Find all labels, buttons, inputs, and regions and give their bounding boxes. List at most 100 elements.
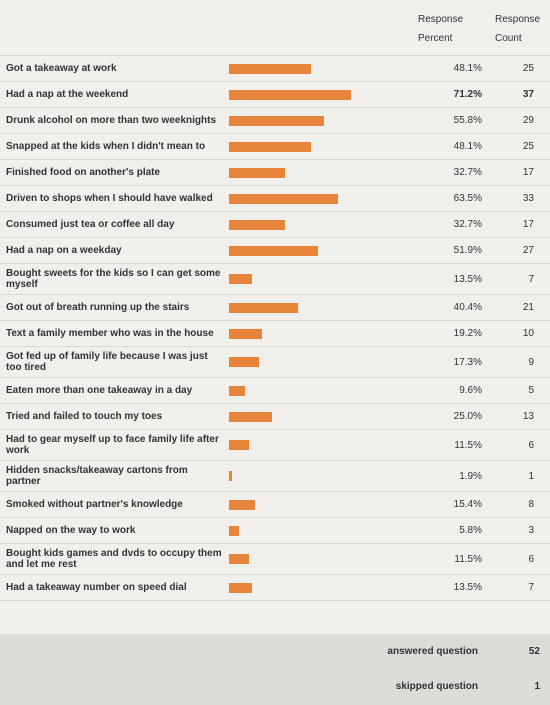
count-text: 33 <box>522 193 534 204</box>
answered-value: 52 <box>528 646 540 657</box>
count-text: 1 <box>528 470 534 482</box>
row-label: Hidden snacks/takeaway cartons from part… <box>6 465 188 487</box>
bar-cell <box>222 219 404 230</box>
table-row: Smoked without partner's knowledge 15.4% 8 <box>0 492 550 518</box>
bar-cell <box>222 525 404 536</box>
count-text: 7 <box>528 582 534 593</box>
bar-cell <box>222 328 404 339</box>
row-label: Got fed up of family life because I was … <box>6 351 208 373</box>
bar-cell <box>222 411 404 422</box>
count-text: 37 <box>522 89 534 100</box>
bar-cell <box>222 274 404 284</box>
percent-text: 51.9% <box>453 245 482 256</box>
count-text: 13 <box>522 411 534 422</box>
table-row: Bought kids games and dvds to occupy the… <box>0 544 550 575</box>
table-row: Bought sweets for the kids so I can get … <box>0 264 550 295</box>
percent-bar <box>229 274 253 284</box>
percent-text: 40.4% <box>453 302 482 313</box>
row-label: Bought kids games and dvds to occupy the… <box>6 548 222 570</box>
percent-bar <box>229 385 246 396</box>
percent-bar <box>229 141 312 152</box>
count-text: 6 <box>528 553 534 565</box>
table-row: Text a family member who was in the hous… <box>0 321 550 347</box>
row-label: Had a takeaway number on speed dial <box>6 582 187 593</box>
table-row: Tried and failed to touch my toes 25.0% 13 <box>0 404 550 430</box>
table-row: Snapped at the kids when I didn't mean t… <box>0 134 550 160</box>
count-text: 7 <box>528 273 534 285</box>
percent-bar <box>229 411 272 422</box>
row-label: Drunk alcohol on more than two weeknight… <box>6 115 217 126</box>
row-label: Eaten more than one takeaway in a day <box>6 385 193 396</box>
percent-text: 1.9% <box>459 470 482 482</box>
bar-cell <box>222 582 404 593</box>
table-row: Consumed just tea or coffee all day 32.7%… <box>0 212 550 238</box>
count-text: 10 <box>522 328 534 339</box>
row-label: Driven to shops when I should have walke… <box>6 193 213 204</box>
percent-text: 55.8% <box>453 115 482 126</box>
percent-heading: Response Percent <box>418 14 464 44</box>
table-row: Got fed up of family life because I was … <box>0 347 550 378</box>
bar-cell <box>222 167 404 178</box>
percent-text: 48.1% <box>453 141 482 152</box>
percent-text: 63.5% <box>453 193 482 204</box>
table-row: Eaten more than one takeaway in a day 9.6… <box>0 378 550 404</box>
percent-text: 48.1% <box>453 63 482 74</box>
bar-cell <box>222 554 404 564</box>
table-row: Got a takeaway at work 48.1% 25 <box>0 56 550 82</box>
bar-cell <box>222 385 404 396</box>
row-label: Got a takeaway at work <box>6 63 117 74</box>
row-label: Text a family member who was in the hous… <box>6 328 214 339</box>
bar-cell <box>222 193 404 204</box>
bar-cell <box>222 471 404 481</box>
percent-bar <box>229 357 259 367</box>
table-row: Had a nap at the weekend 71.2% 37 <box>0 82 550 108</box>
percent-text: 13.5% <box>453 273 482 285</box>
table-body: Got a takeaway at work 48.1% 25 Had a nap a… <box>0 56 550 601</box>
percent-text: 11.5% <box>454 553 482 565</box>
bar-cell <box>222 357 404 367</box>
bar-cell <box>222 115 404 126</box>
percent-text: 11.5% <box>454 439 482 451</box>
row-label: Napped on the way to work <box>6 525 136 536</box>
count-text: 5 <box>528 385 534 396</box>
table-row: Napped on the way to work 5.8% 3 <box>0 518 550 544</box>
table-header: Response Percent Response Count <box>0 0 550 56</box>
percent-bar <box>229 440 249 450</box>
percent-bar <box>229 499 256 510</box>
percent-bar <box>229 89 351 100</box>
count-text: 9 <box>528 356 534 368</box>
count-text: 25 <box>522 63 534 74</box>
percent-bar <box>229 302 299 313</box>
row-label: Finished food on another's plate <box>6 167 161 178</box>
bar-cell <box>222 302 404 313</box>
table-footer: answered question 52 skipped question 1 <box>0 634 550 705</box>
row-label: Bought sweets for the kids so I can get … <box>6 268 221 290</box>
skipped-row: skipped question 1 <box>0 669 550 704</box>
count-heading: Response Count <box>495 14 541 44</box>
percent-text: 19.2% <box>453 328 482 339</box>
count-text: 29 <box>522 115 534 126</box>
percent-text: 32.7% <box>453 219 482 230</box>
skipped-value: 1 <box>534 681 540 692</box>
table-row: Hidden snacks/takeaway cartons from part… <box>0 461 550 492</box>
count-text: 8 <box>528 499 534 510</box>
count-text: 21 <box>522 302 534 313</box>
row-label: Smoked without partner's knowledge <box>6 499 183 510</box>
bar-cell <box>222 89 404 100</box>
percent-text: 32.7% <box>453 167 482 178</box>
count-text: 3 <box>528 525 534 536</box>
count-text: 25 <box>522 141 534 152</box>
bar-cell <box>222 141 404 152</box>
row-label: Snapped at the kids when I didn't mean t… <box>6 141 206 152</box>
table-row: Had to gear myself up to face family lif… <box>0 430 550 461</box>
percent-bar <box>229 471 233 481</box>
answered-label: answered question <box>387 646 478 657</box>
percent-bar <box>229 245 318 256</box>
percent-text: 15.4% <box>453 499 482 510</box>
bar-cell <box>222 63 404 74</box>
table-row: Drunk alcohol on more than two weeknight… <box>0 108 550 134</box>
row-label: Had a nap on a weekday <box>6 245 122 256</box>
percent-text: 17.3% <box>453 356 482 368</box>
percent-text: 9.6% <box>459 385 482 396</box>
